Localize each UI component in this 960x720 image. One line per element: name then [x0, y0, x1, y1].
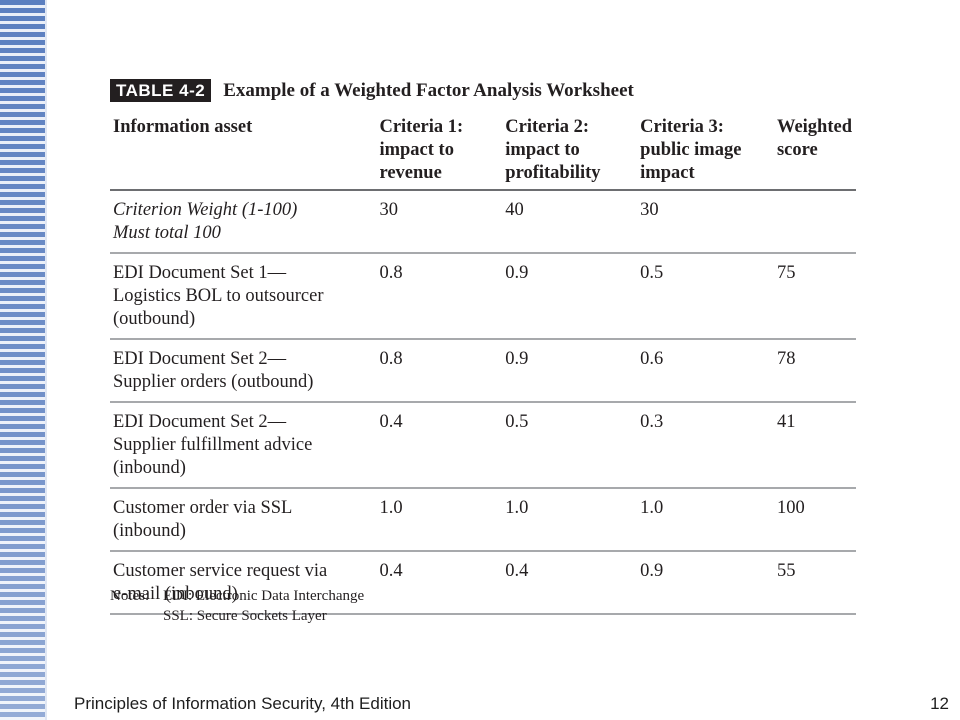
criterion-weight-row: Criterion Weight (1-100) Must total 100 …	[110, 190, 856, 254]
criteria-2-cell: 0.9	[502, 253, 638, 340]
stripe-fade	[0, 0, 47, 720]
weighted-factor-table: Information asset Criteria 1: impact to …	[110, 113, 856, 615]
footer-book-title: Principles of Information Security, 4th …	[74, 694, 412, 713]
weight-criteria-3: 30	[637, 190, 774, 254]
table-row: EDI Document Set 2— Supplier orders (out…	[110, 339, 856, 403]
criteria-2-cell: 0.5	[502, 402, 638, 489]
criterion-weight-label: Criterion Weight (1-100) Must total 100	[110, 190, 377, 254]
weight-score	[773, 190, 856, 254]
weighted-score-cell: 100	[773, 488, 856, 552]
criteria-1-cell: 0.8	[376, 253, 503, 340]
asset-cell: EDI Document Set 1— Logistics BOL to out…	[110, 253, 377, 340]
criteria-3-cell: 0.9	[637, 551, 774, 615]
table-number-tag: TABLE 4-2	[110, 79, 212, 102]
asset-cell: Customer service request via e-mail (inb…	[110, 551, 377, 615]
criteria-2-cell: 0.9	[502, 339, 638, 403]
criteria-1-cell: 1.0	[376, 488, 503, 552]
weighted-score-cell: 78	[773, 339, 856, 403]
criteria-3-cell: 0.6	[637, 339, 774, 403]
asset-cell: Customer order via SSL (inbound)	[110, 488, 377, 552]
header-weighted-score: Weighted score	[773, 113, 856, 191]
notes-label: Notes:	[110, 588, 150, 604]
decorative-side-stripe	[0, 0, 47, 720]
criteria-1-cell: 0.4	[376, 402, 503, 489]
note-line: SSL: Secure Sockets Layer	[163, 608, 327, 624]
criteria-3-cell: 1.0	[637, 488, 774, 552]
asset-cell: EDI Document Set 2— Supplier orders (out…	[110, 339, 377, 403]
header-criteria-1: Criteria 1: impact to revenue	[376, 113, 503, 191]
weight-criteria-2: 40	[502, 190, 638, 254]
table-title: Example of a Weighted Factor Analysis Wo…	[223, 79, 634, 101]
criteria-3-cell: 0.5	[637, 253, 774, 340]
weighted-score-cell: 55	[773, 551, 856, 615]
header-criteria-3: Criteria 3: public image impact	[637, 113, 774, 191]
weighted-score-cell: 41	[773, 402, 856, 489]
weight-criteria-1: 30	[376, 190, 503, 254]
table-caption: TABLE 4-2 Example of a Weighted Factor A…	[110, 79, 634, 102]
table-row: EDI Document Set 1— Logistics BOL to out…	[110, 253, 856, 340]
criteria-1-cell: 0.4	[376, 551, 503, 615]
note-line: EDI: Electronic Data Interchange	[163, 588, 365, 604]
table-row: Customer order via SSL (inbound) 1.0 1.0…	[110, 488, 856, 552]
criteria-1-cell: 0.8	[376, 339, 503, 403]
header-criteria-2: Criteria 2: impact to profitability	[502, 113, 638, 191]
weighted-score-cell: 75	[773, 253, 856, 340]
criteria-3-cell: 0.3	[637, 402, 774, 489]
asset-cell: EDI Document Set 2— Supplier fulfillment…	[110, 402, 377, 489]
header-information-asset: Information asset	[110, 113, 377, 191]
table-row: Customer service request via e-mail (inb…	[110, 551, 856, 615]
table-row: EDI Document Set 2— Supplier fulfillment…	[110, 402, 856, 489]
stripe-edge	[45, 0, 47, 720]
notes-lines: EDI: Electronic Data Interchange SSL: Se…	[163, 586, 364, 626]
footer-page-number: 12	[930, 694, 949, 713]
criteria-2-cell: 1.0	[502, 488, 638, 552]
criteria-2-cell: 0.4	[502, 551, 638, 615]
table-header-row: Information asset Criteria 1: impact to …	[110, 113, 856, 191]
table-notes: Notes: EDI: Electronic Data Interchange …	[110, 586, 364, 626]
